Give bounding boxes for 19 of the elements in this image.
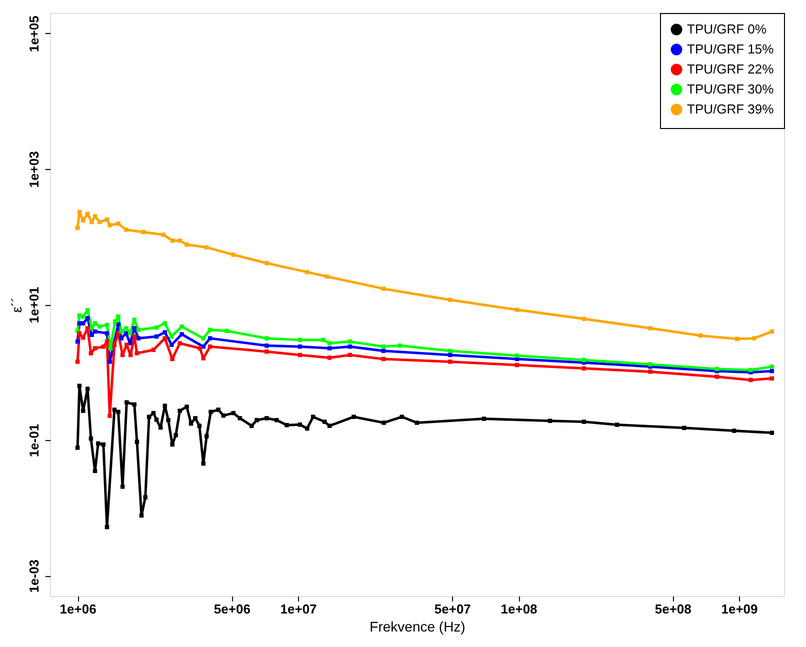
legend-label: TPU/GRF 39%: [687, 102, 774, 116]
x-tick-label: 5e+07: [434, 602, 471, 616]
legend-label: TPU/GRF 0%: [687, 22, 767, 36]
y-tick-label: 1e+03: [26, 151, 42, 188]
y-tick-label: 1e-01: [26, 424, 42, 458]
x-tick-label: 1e+07: [280, 602, 317, 616]
x-tick-label: 1e+06: [60, 602, 96, 616]
y-tick-label: 1e-03: [26, 559, 42, 593]
y-tick-label: 1e+01: [26, 286, 42, 324]
y-axis-title: ε´´: [8, 297, 24, 313]
x-axis-title: Frekvence (Hz): [370, 618, 466, 634]
legend-label: TPU/GRF 15%: [687, 42, 774, 56]
x-tick-label: 5e+06: [214, 602, 250, 616]
x-tick-label: 5e+08: [654, 602, 692, 616]
legend-label: TPU/GRF 22%: [687, 62, 774, 76]
x-tick-label: 1e+09: [721, 602, 758, 616]
x-tick-label: 1e+08: [500, 602, 538, 616]
y-tick-label: 1e+05: [26, 16, 42, 52]
legend-label: TPU/GRF 30%: [687, 82, 774, 96]
